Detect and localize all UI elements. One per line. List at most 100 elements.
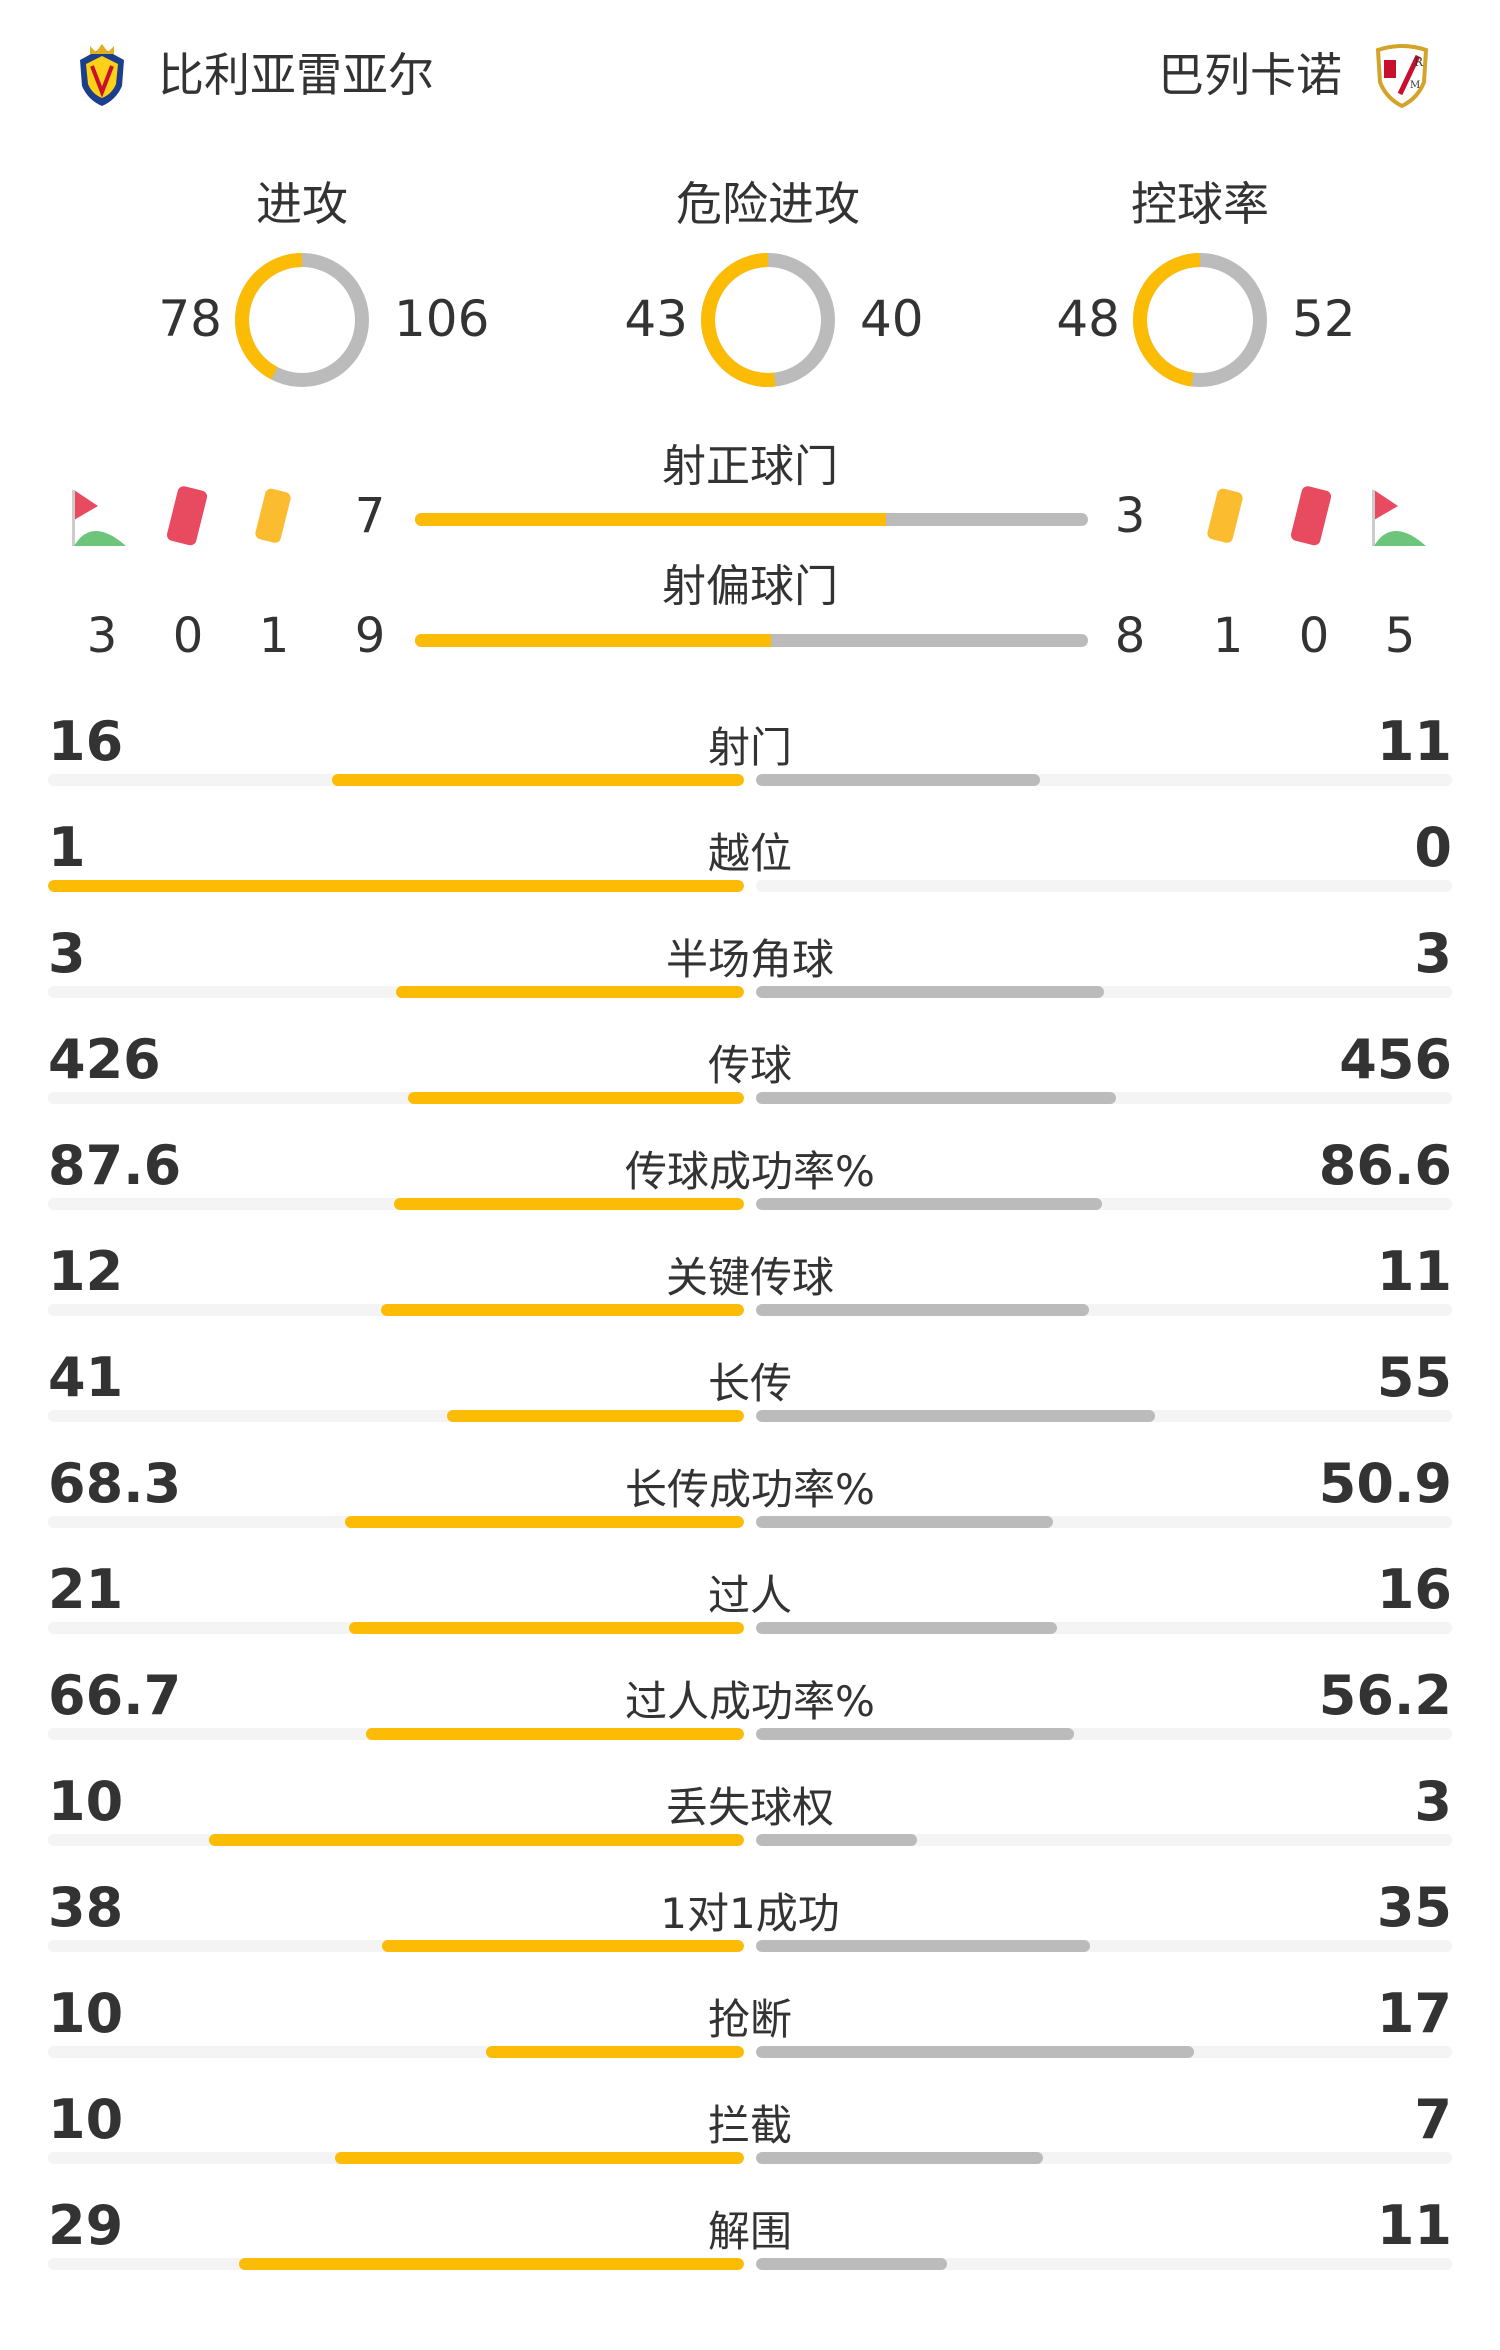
stat-home-fill: [394, 1198, 744, 1210]
stat-home-fill: [380, 1304, 744, 1316]
stat-home-fill: [334, 2152, 744, 2164]
stat-away-fill: [756, 2152, 1043, 2164]
stat-label: 关键传球: [665, 1253, 834, 1302]
stat-away-fill: [756, 2046, 1195, 2058]
corner-flag-icon: [1372, 490, 1426, 546]
stat-home-fill: [345, 1516, 744, 1528]
red-card-icon: [1290, 486, 1332, 546]
stat-home-bar: [48, 1198, 744, 1210]
stat-away-value: 0: [1414, 816, 1452, 879]
stat-label: 射门: [707, 723, 792, 772]
stat-label: 越位: [707, 829, 792, 878]
donut-home-value: 48: [1056, 290, 1120, 348]
stat-home-fill: [396, 986, 744, 998]
stat-label: 1对1成功: [660, 1889, 840, 1938]
stat-row: 10 抢断 17: [0, 1972, 1500, 2078]
stat-away-bar: [756, 986, 1452, 998]
stat-home-bar: [48, 1940, 744, 1952]
shots-on-target-bar: [415, 513, 1088, 526]
stat-away-bar: [756, 774, 1452, 786]
stat-away-fill: [756, 1622, 1057, 1634]
stat-home-value: 10: [48, 1770, 124, 1833]
stat-away-value: 11: [1376, 2194, 1452, 2257]
stat-home-value: 87.6: [48, 1134, 182, 1197]
stat-row: 87.6 传球成功率% 86.6: [0, 1124, 1500, 1230]
stat-away-value: 11: [1376, 1240, 1452, 1303]
away-corners: 5: [1384, 608, 1416, 664]
villarreal-crest-icon: [80, 44, 124, 106]
stat-label: 过人成功率%: [625, 1677, 875, 1726]
stat-away-bar: [756, 2258, 1452, 2270]
donut-home-value: 78: [158, 290, 222, 348]
stat-label: 半场角球: [665, 935, 834, 984]
stat-home-value: 66.7: [48, 1664, 182, 1727]
stat-home-bar: [48, 1622, 744, 1634]
rayo-vallecano-crest-icon: R M: [1375, 44, 1429, 108]
stat-away-fill: [756, 986, 1104, 998]
donut-away-value: 52: [1292, 290, 1356, 348]
stat-away-bar: [756, 1940, 1452, 1952]
stat-row: 38 1对1成功 35: [0, 1866, 1500, 1972]
stat-home-value: 68.3: [48, 1452, 182, 1515]
stat-label: 传球成功率%: [625, 1147, 875, 1196]
stat-home-bar: [48, 2258, 744, 2270]
away-shots-on-target: 3: [1114, 488, 1146, 544]
stat-away-bar: [756, 1410, 1452, 1422]
donut-chart: [701, 253, 835, 387]
stat-row: 10 拦截 7: [0, 2078, 1500, 2184]
stat-home-value: 29: [48, 2194, 124, 2257]
donut-title: 控球率: [1131, 177, 1269, 231]
stat-row: 68.3 长传成功率% 50.9: [0, 1442, 1500, 1548]
stat-away-value: 3: [1414, 1770, 1452, 1833]
stat-away-value: 11: [1376, 710, 1452, 773]
stat-away-value: 456: [1339, 1028, 1452, 1091]
stat-home-fill: [48, 880, 744, 892]
home-shots-on-target: 7: [354, 488, 386, 544]
away-shots-off-target: 8: [1114, 608, 1146, 664]
stat-home-bar: [48, 986, 744, 998]
stat-home-bar: [48, 1728, 744, 1740]
stat-away-bar: [756, 1622, 1452, 1634]
away-red-cards: 0: [1298, 608, 1330, 664]
yellow-card-icon: [255, 488, 291, 543]
stat-row: 21 过人 16: [0, 1548, 1500, 1654]
stat-away-fill: [756, 2258, 948, 2270]
stat-label: 抢断: [707, 1995, 792, 2044]
donut-chart: [1133, 253, 1267, 387]
stat-home-bar: [48, 1304, 744, 1316]
stat-label: 解围: [707, 2207, 792, 2256]
stat-home-value: 38: [48, 1876, 124, 1939]
stat-home-fill: [486, 2046, 744, 2058]
stat-away-fill: [756, 774, 1040, 786]
stat-home-bar: [48, 2046, 744, 2058]
stat-label: 长传成功率%: [625, 1465, 875, 1514]
stat-away-bar: [756, 1728, 1452, 1740]
stat-home-value: 16: [48, 710, 124, 773]
stat-home-value: 10: [48, 2088, 124, 2151]
stat-home-fill: [446, 1410, 744, 1422]
stat-row: 41 长传 55: [0, 1336, 1500, 1442]
home-corners: 3: [86, 608, 118, 664]
stat-away-value: 3: [1414, 922, 1452, 985]
stat-home-fill: [331, 774, 744, 786]
stat-label: 长传: [707, 1359, 792, 1408]
stat-row: 3 半场角球 3: [0, 912, 1500, 1018]
stat-away-bar: [756, 1516, 1452, 1528]
stat-away-fill: [756, 1834, 917, 1846]
shots-off-target-bar: [415, 634, 1088, 647]
corner-flag-icon: [72, 490, 126, 546]
stat-home-fill: [208, 1834, 744, 1846]
stat-home-fill: [381, 1940, 744, 1952]
stat-row: 16 射门 11: [0, 700, 1500, 806]
svg-text:R: R: [1414, 55, 1424, 69]
away-yellow-cards: 1: [1212, 608, 1244, 664]
stat-away-value: 7: [1414, 2088, 1452, 2151]
stat-row: 66.7 过人成功率% 56.2: [0, 1654, 1500, 1760]
donut-home-arc: [235, 253, 369, 387]
stat-away-fill: [756, 1304, 1089, 1316]
stat-away-bar: [756, 2046, 1452, 2058]
shots-on-target-label: 射正球门: [662, 441, 838, 492]
stat-home-value: 21: [48, 1558, 124, 1621]
svg-text:M: M: [1410, 80, 1420, 91]
donut-away-value: 40: [860, 290, 924, 348]
